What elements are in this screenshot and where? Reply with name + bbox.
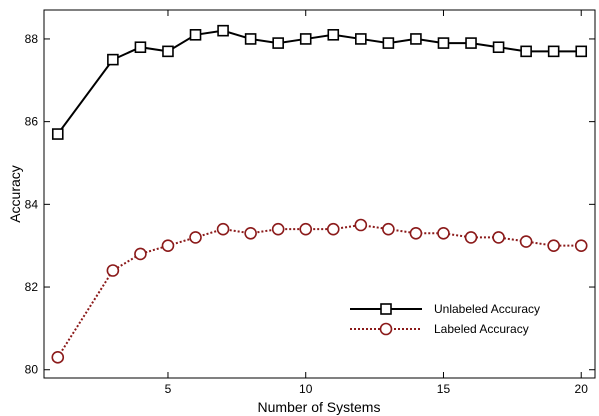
y-axis-ticks: 80 82 84 86 88 [25,32,595,377]
data-point-circle [106,264,120,277]
series-layer [51,24,588,364]
legend-marker-square [380,303,392,315]
plot-frame [43,9,596,379]
x-tick-label: 15 [437,382,451,396]
data-point-square [355,33,367,45]
legend-label: Labeled Accuracy [434,322,529,336]
y-tick-label: 86 [25,115,39,129]
data-point-square [134,41,147,54]
data-point-square [327,29,340,41]
legend-entry: Unlabeled Accuracy [350,302,540,316]
data-point-square [465,37,477,49]
data-point-square [547,45,560,58]
data-point-circle [161,239,175,252]
x-axis-ticks: 5 10 15 20 [165,10,589,396]
y-tick-label: 80 [25,363,39,377]
x-tick-label: 5 [165,382,172,396]
data-point-circle [271,222,285,236]
data-point-circle [409,226,423,240]
y-tick-label: 82 [25,280,39,294]
data-point-square [410,33,422,45]
data-point-square [437,37,450,49]
data-point-square [107,53,119,66]
data-point-square [244,33,257,45]
data-point-square [51,128,64,140]
x-tick-label: 20 [575,382,589,396]
legend: Unlabeled Accuracy Labeled Accuracy [350,302,540,336]
data-point-circle [189,231,202,244]
series-line [56,224,582,358]
legend-entry: Labeled Accuracy [350,322,529,336]
data-point-circle [216,222,230,236]
data-point-circle [492,231,505,244]
data-point-square [492,41,505,54]
data-point-circle [574,239,588,252]
data-point-square [189,29,202,41]
data-point-circle [134,247,147,261]
data-point-circle [326,222,340,236]
y-axis-title: Accuracy [7,165,23,223]
data-point-square [520,45,532,58]
data-point-square [272,37,284,49]
series-labeled-accuracy [51,218,588,364]
x-axis-title: Number of Systems [258,399,381,415]
data-point-square [162,45,174,58]
legend-label: Unlabeled Accuracy [434,302,540,316]
data-point-circle [382,222,395,236]
data-point-circle [244,226,257,240]
data-point-square [217,24,229,37]
y-tick-label: 88 [25,32,39,46]
data-point-circle [354,218,368,232]
data-point-square [382,37,395,49]
data-point-square [575,45,588,58]
legend-marker-circle [379,322,393,336]
y-tick-label: 84 [25,197,39,211]
data-point-circle [547,239,560,252]
data-point-circle [464,231,478,244]
series-unlabeled-accuracy [51,24,588,140]
x-tick-label: 10 [299,382,313,396]
data-point-square [299,33,312,45]
data-point-circle [437,226,450,240]
data-point-circle [299,222,313,236]
data-point-circle [519,235,533,248]
data-point-circle [51,351,65,364]
